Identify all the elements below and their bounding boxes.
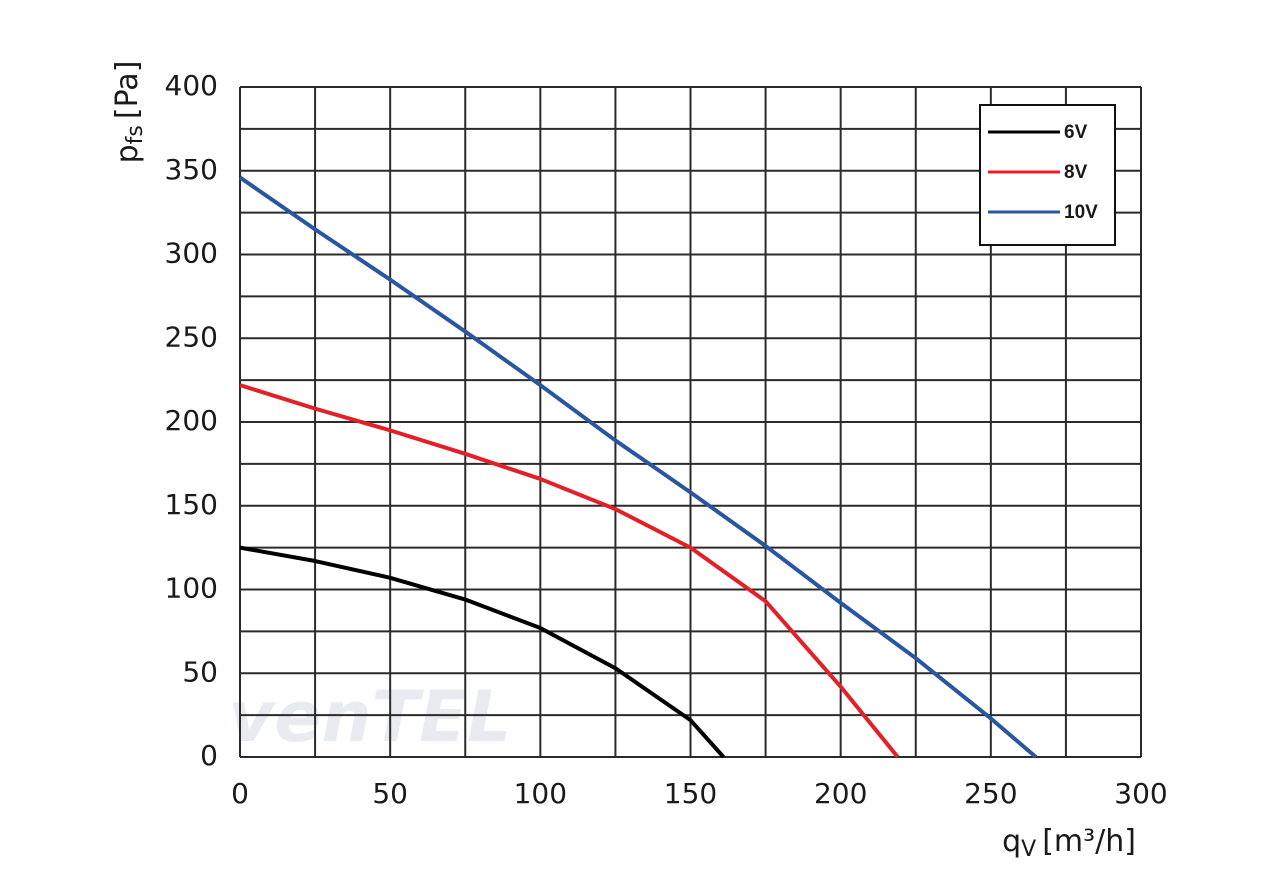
legend: 6V 8V 10V <box>979 104 1116 246</box>
series-line <box>239 545 726 759</box>
y-tick-label: 400 <box>165 69 218 102</box>
y-tick-label: 250 <box>165 320 218 353</box>
x-tick-label: 100 <box>514 777 567 810</box>
y-tick-label: 150 <box>165 488 218 521</box>
y-tick-label: 300 <box>165 237 218 270</box>
x-axis-label: qV [m³/h] <box>1002 824 1136 863</box>
legend-box <box>979 104 1116 246</box>
y-tick-label: 100 <box>165 572 218 605</box>
y-tick-label: 200 <box>165 404 218 437</box>
y-tick-label: 0 <box>200 739 218 772</box>
x-tick-label: 200 <box>814 777 867 810</box>
x-tick-label: 0 <box>231 777 249 810</box>
x-tick-label: 150 <box>664 777 717 810</box>
series-line <box>239 383 900 759</box>
y-tick-label: 50 <box>182 655 218 688</box>
legend-label: 8V <box>1064 162 1088 183</box>
series-line <box>238 175 1038 759</box>
x-axis-unit: [m³/h] <box>1042 824 1136 859</box>
y-axis-symbol: p <box>110 144 145 163</box>
x-axis-symbol: q <box>1002 824 1021 859</box>
y-axis-label: pfs [Pa] <box>110 61 149 164</box>
y-axis-subscript: fs <box>123 125 148 144</box>
y-tick-label: 350 <box>165 153 218 186</box>
x-axis-subscript: V <box>1021 837 1036 862</box>
x-tick-label: 300 <box>1114 777 1167 810</box>
y-axis-unit: [Pa] <box>110 61 145 120</box>
legend-label: 6V <box>1064 122 1088 143</box>
watermark: venTEL <box>228 676 511 758</box>
x-tick-label: 50 <box>372 777 408 810</box>
legend-label: 10V <box>1064 202 1098 223</box>
x-tick-label: 250 <box>964 777 1017 810</box>
